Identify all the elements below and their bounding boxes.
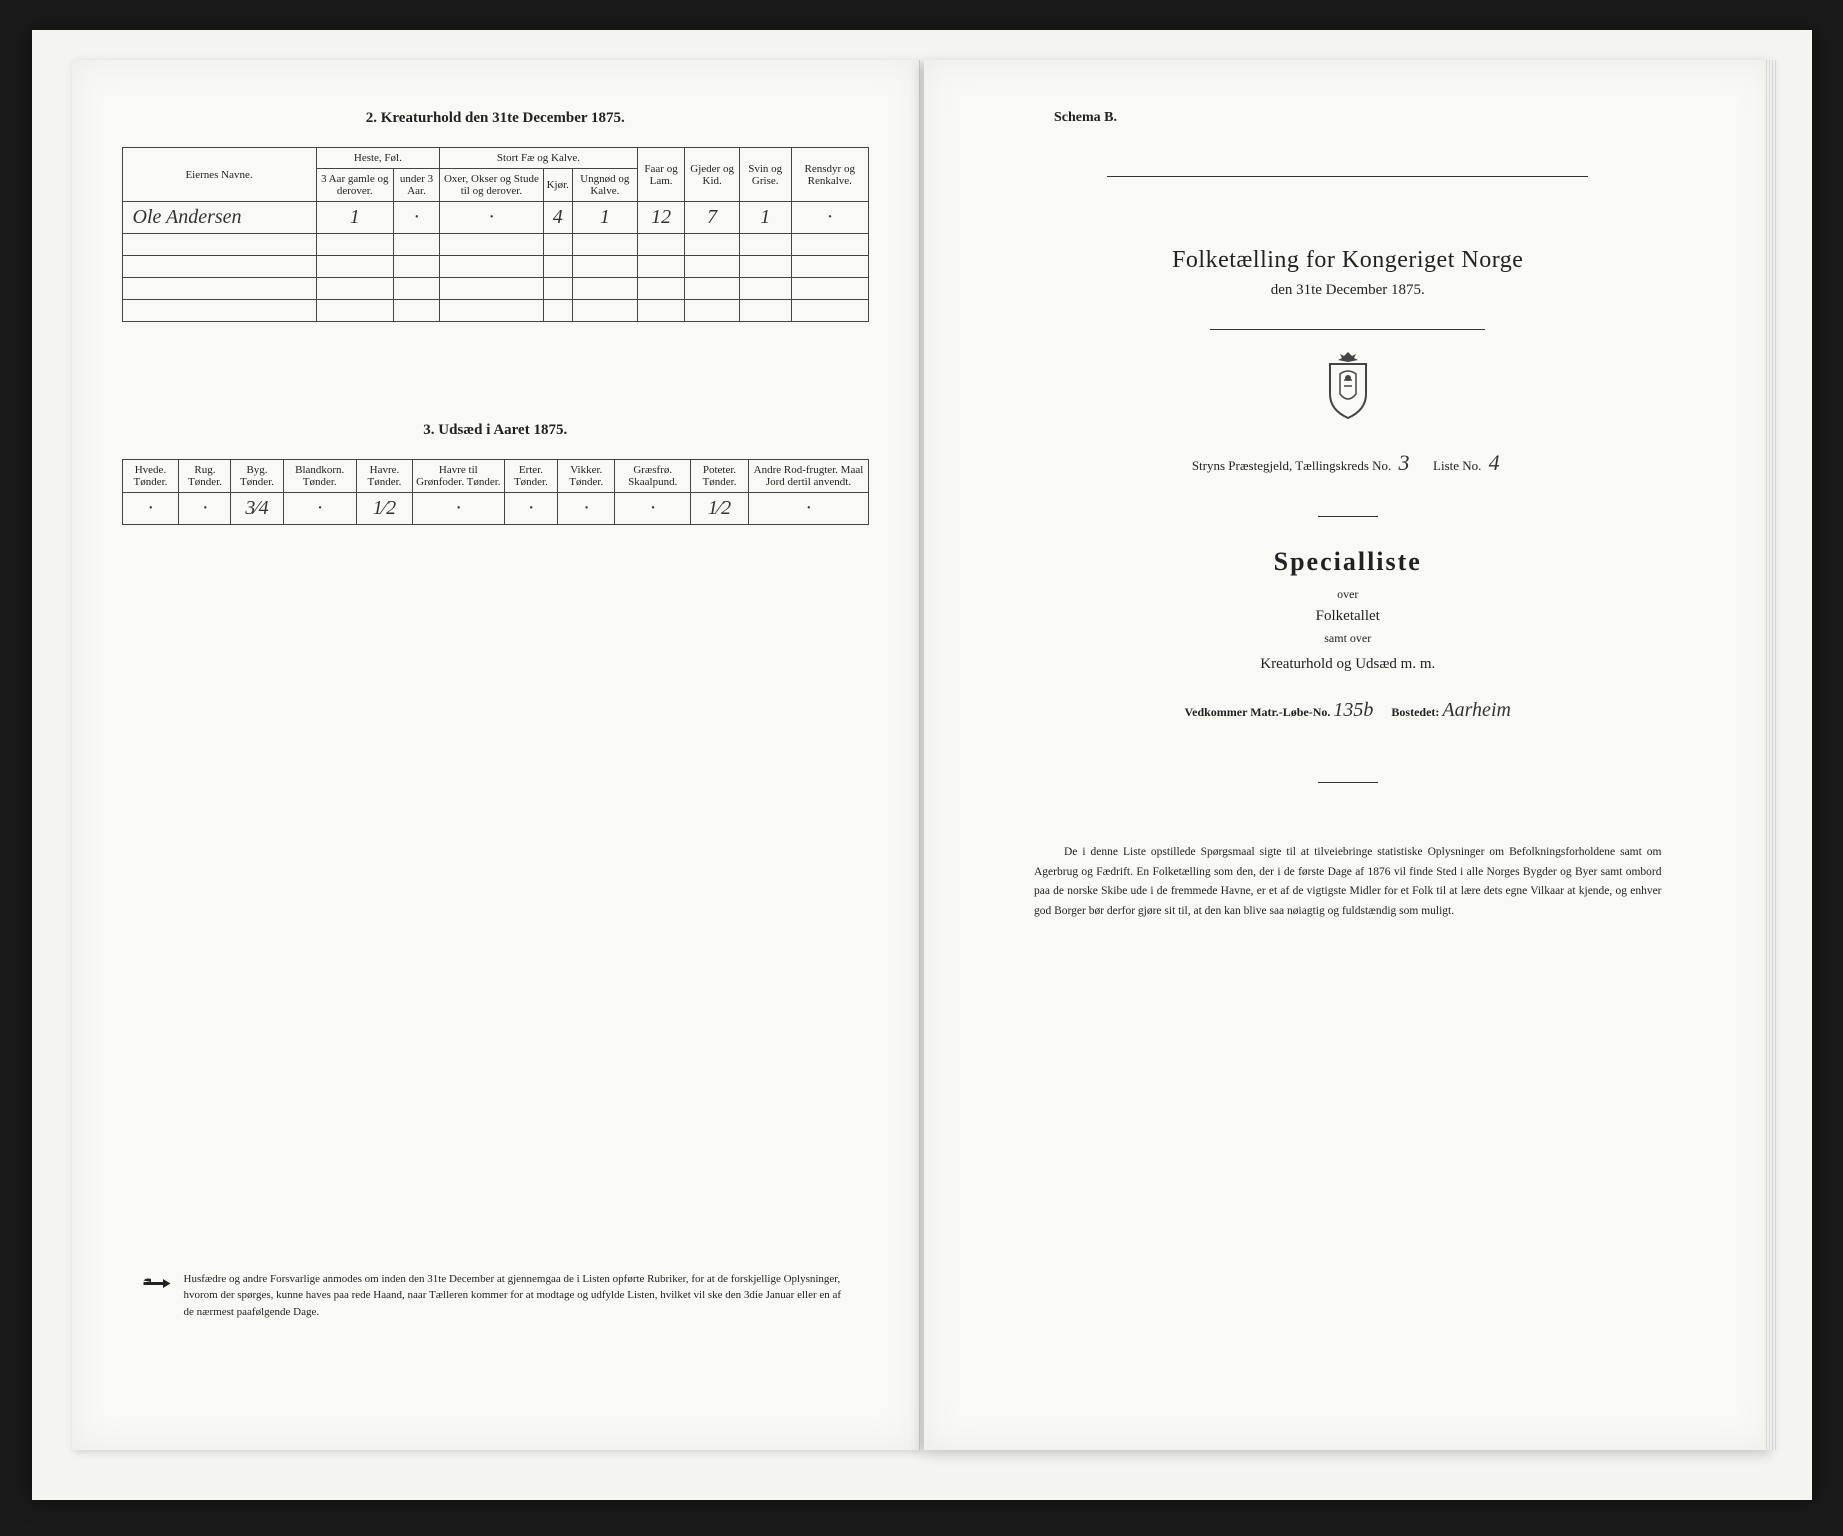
table-row (122, 300, 869, 322)
vedkommer-label: Vedkommer Matr.-Løbe-No. (1185, 705, 1331, 719)
page-spread: 2. Kreaturhold den 31te December 1875. E… (72, 60, 1772, 1450)
district-line: Stryns Præstegjeld, Tællingskreds No. 3 … (1004, 450, 1692, 476)
cell: · (615, 493, 691, 525)
right-page: Schema B. Folketælling for Kongeriget No… (924, 60, 1772, 1450)
table-row: · · 3⁄4 · 1⁄2 · · · · 1⁄2 · (122, 493, 869, 525)
col-reindeer: Rensdyr og Renkalve. (791, 148, 868, 202)
cell: · (122, 493, 179, 525)
liste-label: Liste No. (1433, 458, 1481, 473)
cell: 12 (637, 202, 685, 234)
vedkommer-line: Vedkommer Matr.-Løbe-No. 135b Bostedet: … (1004, 699, 1692, 722)
group-horses: Heste, Føl. (316, 148, 440, 169)
cell: · (412, 493, 504, 525)
col: Byg. Tønder. (231, 460, 283, 493)
col-h1: 3 Aar gamle og derover. (316, 169, 393, 202)
col-c3: Ungnød og Kalve. (572, 169, 637, 202)
bottom-paragraph: De i denne Liste opstillede Spørgsmaal s… (1004, 843, 1692, 921)
col: Havre til Grønfoder. Tønder. (412, 460, 504, 493)
col: Rug. Tønder. (179, 460, 231, 493)
scan-frame: 2. Kreaturhold den 31te December 1875. E… (32, 30, 1812, 1500)
table-row (122, 278, 869, 300)
coat-of-arms-icon (1318, 350, 1378, 420)
samt-over-label: samt over (1004, 631, 1692, 646)
kreaturhold-label: Kreaturhold og Udsæd m. m. (1004, 656, 1692, 673)
group-cattle: Stort Fæ og Kalve. (440, 148, 638, 169)
cell: · (440, 202, 543, 234)
col-name: Eiernes Navne. (122, 148, 316, 202)
cell: 4 (543, 202, 572, 234)
pointing-hand-icon (142, 1273, 172, 1291)
cell: · (393, 202, 439, 234)
cell: · (558, 493, 615, 525)
col: Erter. Tønder. (504, 460, 557, 493)
bostedet-value: Aarheim (1442, 699, 1511, 721)
liste-number: 4 (1489, 450, 1500, 475)
page-stack-edge (1764, 60, 1778, 1450)
district-prefix: Stryns Præstegjeld, Tællingskreds No. (1192, 458, 1391, 473)
main-title: Folketælling for Kongeriget Norge (1004, 247, 1692, 274)
col: Blandkorn. Tønder. (283, 460, 356, 493)
cell: 1⁄2 (356, 493, 412, 525)
col: Vikker. Tønder. (558, 460, 615, 493)
table-row: Ole Andersen 1 · · 4 1 12 7 1 · (122, 202, 869, 234)
col-c2: Kjør. (543, 169, 572, 202)
col-pigs: Svin og Grise. (739, 148, 791, 202)
table-header-row: Hvede. Tønder. Rug. Tønder. Byg. Tønder.… (122, 460, 869, 493)
cell: 3⁄4 (231, 493, 283, 525)
col: Andre Rod-frugter. Maal Jord dertil anve… (748, 460, 868, 493)
col-goats: Gjeder og Kid. (685, 148, 740, 202)
section2-title: 2. Kreaturhold den 31te December 1875. (122, 110, 870, 127)
col-sheep: Faar og Lam. (637, 148, 685, 202)
specialliste-title: Specialliste (1004, 547, 1692, 577)
schema-label: Schema B. (1054, 110, 1722, 126)
table-row (122, 234, 869, 256)
left-page: 2. Kreaturhold den 31te December 1875. E… (72, 60, 921, 1450)
cell: 1⁄2 (691, 493, 749, 525)
cell: 1 (739, 202, 791, 234)
col-c1: Oxer, Okser og Stude til og derover. (440, 169, 543, 202)
footnote-text: Husfædre og andre Forsvarlige anmodes om… (184, 1271, 850, 1321)
cell: 1 (316, 202, 393, 234)
cell: · (791, 202, 868, 234)
cell: · (179, 493, 231, 525)
cell: · (504, 493, 557, 525)
seed-table: Hvede. Tønder. Rug. Tønder. Byg. Tønder.… (122, 459, 870, 525)
matr-number: 135b (1333, 699, 1373, 721)
section3-title: 3. Udsæd i Aaret 1875. (122, 422, 870, 439)
owner-name: Ole Andersen (122, 202, 316, 234)
cell: · (283, 493, 356, 525)
folketallet-label: Folketallet (1004, 608, 1692, 625)
cell: · (748, 493, 868, 525)
livestock-table: Eiernes Navne. Heste, Føl. Stort Fæ og K… (122, 147, 870, 322)
census-date: den 31te December 1875. (1004, 282, 1692, 299)
over-label: over (1004, 587, 1692, 602)
col: Græsfrø. Skaalpund. (615, 460, 691, 493)
col: Poteter. Tønder. (691, 460, 749, 493)
cell: 7 (685, 202, 740, 234)
footnote: Husfædre og andre Forsvarlige anmodes om… (142, 1271, 850, 1321)
cell: 1 (572, 202, 637, 234)
right-content: Folketælling for Kongeriget Norge den 31… (974, 176, 1722, 921)
col: Havre. Tønder. (356, 460, 412, 493)
district-number: 3 (1399, 450, 1410, 475)
col-h2: under 3 Aar. (393, 169, 439, 202)
bostedet-label: Bostedet: (1391, 705, 1439, 719)
table-group-header-row: Eiernes Navne. Heste, Føl. Stort Fæ og K… (122, 148, 869, 169)
table-row (122, 256, 869, 278)
col: Hvede. Tønder. (122, 460, 179, 493)
